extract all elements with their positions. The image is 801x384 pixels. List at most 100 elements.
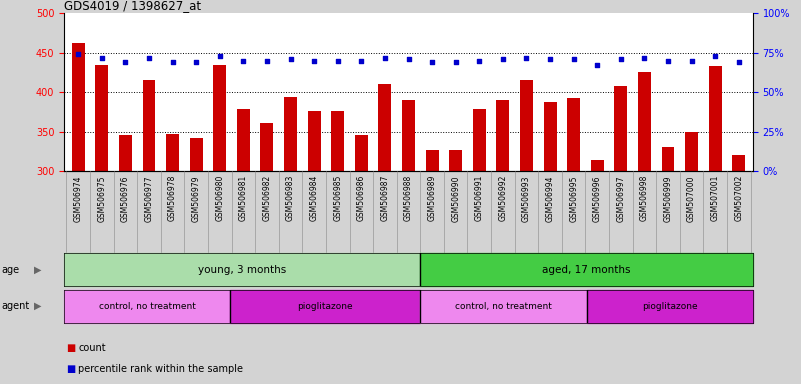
Bar — [425, 151, 439, 171]
Text: control, no treatment: control, no treatment — [455, 302, 552, 311]
Bar — [284, 97, 297, 171]
Text: GSM506984: GSM506984 — [310, 175, 319, 222]
Bar — [586, 290, 753, 323]
Bar — [72, 43, 85, 171]
Text: ▶: ▶ — [34, 301, 42, 311]
Point — [190, 59, 203, 65]
Text: GSM507000: GSM507000 — [687, 175, 696, 222]
Text: GSM506990: GSM506990 — [451, 175, 461, 222]
Bar — [662, 147, 674, 171]
Text: ■: ■ — [66, 343, 75, 353]
Bar — [473, 109, 485, 171]
Text: GSM506977: GSM506977 — [144, 175, 154, 222]
Bar — [567, 98, 580, 171]
Point — [591, 62, 604, 68]
Text: GSM506979: GSM506979 — [191, 175, 201, 222]
Bar — [231, 290, 421, 323]
Text: agent: agent — [2, 301, 30, 311]
Bar — [544, 102, 557, 171]
Bar — [520, 79, 533, 171]
Bar — [709, 66, 722, 171]
Text: GSM506987: GSM506987 — [380, 175, 389, 222]
Bar — [143, 80, 155, 171]
Text: GDS4019 / 1398627_at: GDS4019 / 1398627_at — [64, 0, 201, 12]
Bar — [260, 123, 273, 171]
Text: GSM506997: GSM506997 — [616, 175, 626, 222]
Text: GSM506996: GSM506996 — [593, 175, 602, 222]
Point — [213, 53, 226, 59]
Text: GSM506974: GSM506974 — [74, 175, 83, 222]
Point — [284, 56, 297, 62]
Bar — [308, 111, 320, 171]
Text: GSM506994: GSM506994 — [545, 175, 554, 222]
Point — [95, 55, 108, 61]
Point — [425, 59, 438, 65]
Point — [567, 56, 580, 62]
Bar — [166, 134, 179, 171]
Text: control, no treatment: control, no treatment — [99, 302, 195, 311]
Text: GSM507002: GSM507002 — [735, 175, 743, 222]
Text: young, 3 months: young, 3 months — [198, 265, 287, 275]
Text: GSM507001: GSM507001 — [710, 175, 719, 222]
Bar — [332, 111, 344, 171]
Bar — [449, 151, 462, 171]
Point — [520, 55, 533, 61]
Point — [544, 56, 557, 62]
Text: age: age — [2, 265, 20, 275]
Bar — [732, 155, 745, 171]
Point — [402, 56, 415, 62]
Text: GSM506993: GSM506993 — [522, 175, 531, 222]
Text: GSM506999: GSM506999 — [663, 175, 673, 222]
Bar — [95, 65, 108, 171]
Bar — [355, 136, 368, 171]
Bar — [421, 290, 586, 323]
Point — [497, 56, 509, 62]
Text: GSM506992: GSM506992 — [498, 175, 507, 222]
Point — [72, 51, 85, 58]
Text: GSM506985: GSM506985 — [333, 175, 342, 222]
Bar — [421, 253, 753, 286]
Text: GSM506978: GSM506978 — [168, 175, 177, 222]
Bar — [119, 135, 132, 171]
Text: pioglitazone: pioglitazone — [642, 302, 698, 311]
Bar — [614, 86, 627, 171]
Bar — [237, 109, 250, 171]
Text: ■: ■ — [66, 364, 75, 374]
Text: GSM506981: GSM506981 — [239, 175, 248, 221]
Text: GSM506976: GSM506976 — [121, 175, 130, 222]
Point — [260, 58, 273, 64]
Point — [709, 53, 722, 59]
Bar — [378, 84, 392, 171]
Bar — [638, 72, 651, 171]
Point — [449, 59, 462, 65]
Point — [355, 58, 368, 64]
Point — [685, 58, 698, 64]
Text: GSM506980: GSM506980 — [215, 175, 224, 222]
Point — [332, 58, 344, 64]
Point — [638, 55, 651, 61]
Bar — [402, 100, 415, 171]
Text: GSM506982: GSM506982 — [263, 175, 272, 221]
Text: GSM506995: GSM506995 — [570, 175, 578, 222]
Point — [143, 55, 155, 61]
Point — [119, 59, 132, 65]
Point — [662, 58, 674, 64]
Text: pioglitazone: pioglitazone — [297, 302, 353, 311]
Text: aged, 17 months: aged, 17 months — [542, 265, 631, 275]
Text: ▶: ▶ — [34, 265, 42, 275]
Bar — [64, 290, 231, 323]
Text: GSM506983: GSM506983 — [286, 175, 295, 222]
Bar — [213, 65, 226, 171]
Text: GSM506989: GSM506989 — [428, 175, 437, 222]
Point — [166, 59, 179, 65]
Text: GSM506975: GSM506975 — [98, 175, 107, 222]
Point — [732, 59, 745, 65]
Text: GSM506991: GSM506991 — [475, 175, 484, 222]
Point — [379, 55, 392, 61]
Text: percentile rank within the sample: percentile rank within the sample — [78, 364, 244, 374]
Bar — [64, 253, 421, 286]
Text: GSM506986: GSM506986 — [356, 175, 366, 222]
Text: GSM506998: GSM506998 — [640, 175, 649, 222]
Bar — [685, 132, 698, 171]
Point — [614, 56, 627, 62]
